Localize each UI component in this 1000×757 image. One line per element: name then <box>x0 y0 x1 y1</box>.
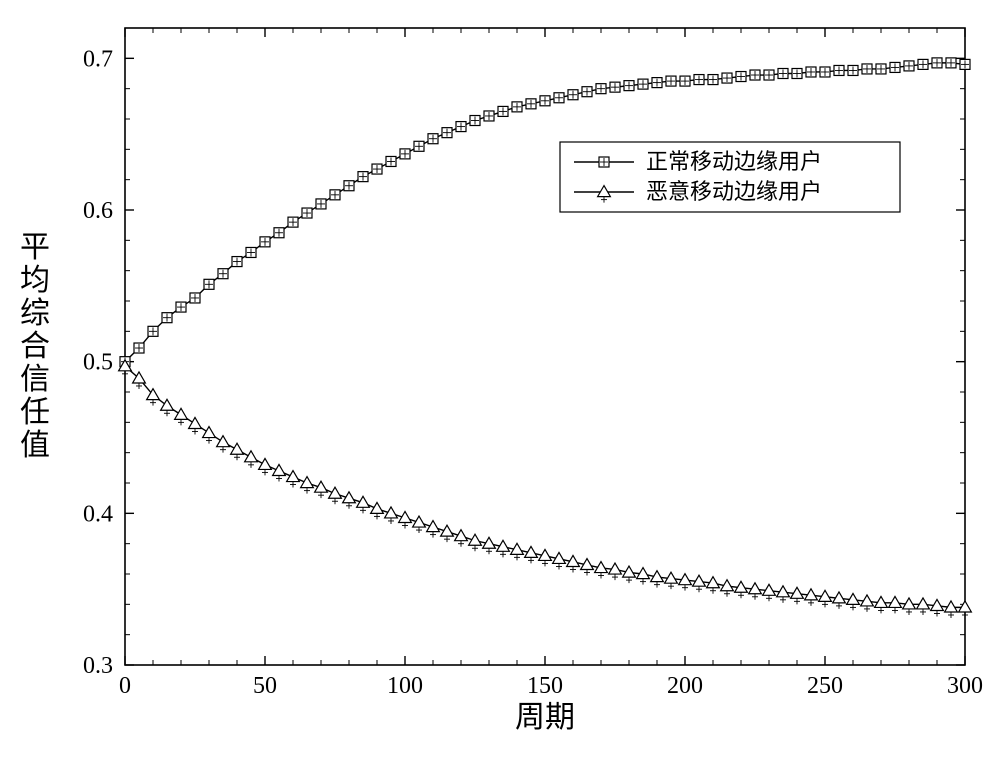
chart-container: 0 50 100 150 200 250 300 0.3 0.4 0.5 0.6 0.7 周期 正常移动边… <box>0 0 1000 757</box>
svg-text:150: 150 <box>527 673 563 699</box>
svg-text:恶意移动边缘用户: 恶意移动边缘用户 <box>646 179 822 204</box>
svg-text:0: 0 <box>119 673 131 699</box>
svg-text:0.7: 0.7 <box>83 46 113 72</box>
svg-text:50: 50 <box>253 673 277 699</box>
svg-text:0.5: 0.5 <box>83 350 113 376</box>
y-axis-label: 平均综合信任值 <box>20 231 50 462</box>
svg-text:200: 200 <box>667 673 703 699</box>
line-chart: 0 50 100 150 200 250 300 0.3 0.4 0.5 0.6 0.7 周期 正常移动边… <box>0 0 1000 757</box>
svg-text:100: 100 <box>387 673 423 699</box>
svg-text:0.6: 0.6 <box>83 198 113 224</box>
svg-text:0.4: 0.4 <box>83 501 113 527</box>
svg-text:300: 300 <box>947 673 983 699</box>
svg-text:正常移动边缘用户: 正常移动边缘用户 <box>646 149 822 174</box>
svg-text:周期: 周期 <box>515 701 575 734</box>
svg-text:250: 250 <box>807 673 843 699</box>
svg-text:0.3: 0.3 <box>83 653 113 679</box>
